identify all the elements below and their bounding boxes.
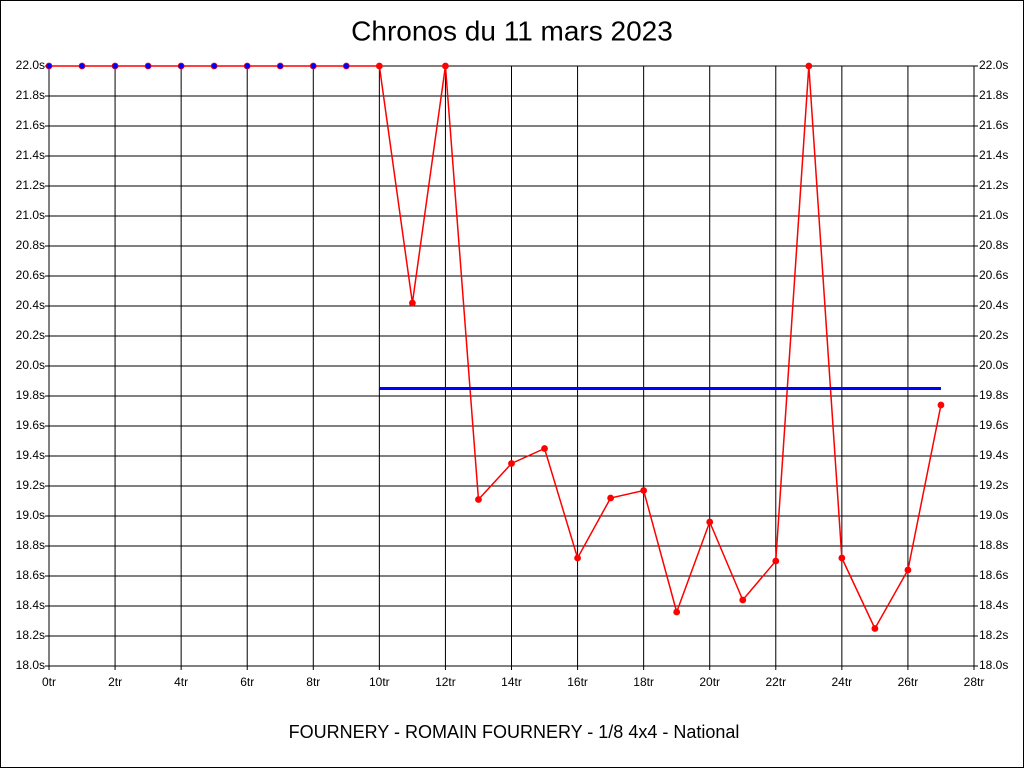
x-tick-label: 12tr: [435, 675, 456, 689]
y-tick-label: 20.2s: [16, 328, 45, 342]
x-tick-label: 22tr: [765, 675, 786, 689]
x-tick-label: 28tr: [964, 675, 985, 689]
y-tick-label: 20.8s: [16, 238, 45, 252]
y2-tick-label: 18.4s: [979, 598, 1008, 612]
y-tick-label: 19.4s: [16, 448, 45, 462]
y-tick-label: 21.0s: [16, 208, 45, 222]
y2-tick-label: 21.0s: [979, 208, 1008, 222]
y-tick-label: 21.4s: [16, 148, 45, 162]
x-tick-label: 10tr: [369, 675, 390, 689]
point: [342, 62, 350, 70]
y-tick-label: 19.2s: [16, 478, 45, 492]
point: [871, 625, 879, 632]
y-tick-label: 18.6s: [16, 568, 45, 582]
y2-tick-label: 18.0s: [979, 658, 1008, 672]
point: [408, 299, 416, 307]
x-tick-label: 14tr: [501, 675, 522, 689]
point: [243, 62, 251, 70]
y-tick-label: 19.0s: [16, 508, 45, 522]
y2-tick-label: 21.4s: [979, 148, 1008, 162]
y2-tick-label: 19.6s: [979, 418, 1008, 432]
y2-tick-label: 20.8s: [979, 238, 1008, 252]
y2-tick-label: 20.6s: [979, 268, 1008, 282]
point: [607, 494, 615, 502]
point: [210, 62, 218, 70]
y2-tick-label: 18.8s: [979, 538, 1008, 552]
y2-tick-label: 19.4s: [979, 448, 1008, 462]
y-tick-label: 18.8s: [16, 538, 45, 552]
x-tick-label: 26tr: [898, 675, 919, 689]
x-tick-label: 6tr: [240, 675, 254, 689]
y-tick-label: 20.4s: [16, 298, 45, 312]
y-tick-label: 18.2s: [16, 628, 45, 642]
x-tick-label: 0tr: [42, 675, 56, 689]
point: [937, 401, 945, 409]
point: [838, 554, 846, 562]
y2-tick-label: 19.2s: [979, 478, 1008, 492]
point: [574, 554, 581, 562]
point: [375, 62, 383, 70]
y-tick-label: 21.2s: [16, 178, 45, 192]
y-tick-label: 18.0s: [16, 658, 45, 672]
y2-tick-label: 20.2s: [979, 328, 1008, 342]
x-tick-label: 18tr: [633, 675, 654, 689]
chart-title: Chronos du 11 mars 2023: [351, 15, 673, 46]
point: [475, 496, 482, 503]
x-tick-label: 20tr: [699, 675, 720, 689]
y2-tick-label: 20.0s: [979, 358, 1008, 372]
point: [673, 608, 681, 616]
point: [177, 62, 185, 70]
point: [276, 62, 284, 70]
x-tick-label: 24tr: [832, 675, 853, 689]
y-tick-label: 21.6s: [16, 118, 45, 132]
point: [739, 596, 747, 604]
y-tick-label: 19.8s: [16, 388, 45, 402]
y-tick-label: 20.0s: [16, 358, 45, 372]
y2-tick-label: 22.0s: [979, 58, 1008, 72]
point: [541, 445, 548, 452]
y2-tick-label: 21.6s: [979, 118, 1008, 132]
point: [508, 460, 515, 467]
point: [904, 566, 912, 574]
point: [706, 518, 714, 526]
point: [111, 62, 119, 70]
x-tick-label: 16tr: [567, 675, 588, 689]
y-tick-label: 21.8s: [16, 88, 45, 102]
y2-tick-label: 18.2s: [979, 628, 1008, 642]
y2-tick-label: 19.0s: [979, 508, 1008, 522]
y2-tick-label: 21.8s: [979, 88, 1008, 102]
x-tick-label: 8tr: [306, 675, 320, 689]
y-tick-label: 19.6s: [16, 418, 45, 432]
point: [805, 62, 813, 70]
y-tick-label: 20.6s: [16, 268, 45, 282]
y2-tick-label: 21.2s: [979, 178, 1008, 192]
point: [772, 557, 780, 565]
y2-tick-label: 18.6s: [979, 568, 1008, 582]
x-tick-label: 4tr: [174, 675, 188, 689]
y-tick-label: 18.4s: [16, 598, 45, 612]
point: [144, 62, 152, 70]
point: [78, 62, 86, 70]
x-axis-label: FOURNERY - ROMAIN FOURNERY - 1/8 4x4 - N…: [289, 722, 740, 742]
point: [442, 62, 449, 70]
series-line: [49, 65, 942, 631]
point: [45, 62, 53, 70]
point: [640, 487, 648, 494]
y2-tick-label: 19.8s: [979, 388, 1008, 402]
x-tick-label: 2tr: [108, 675, 122, 689]
y2-tick-label: 20.4s: [979, 298, 1008, 312]
point: [309, 62, 317, 70]
y-tick-label: 22.0s: [16, 58, 45, 72]
